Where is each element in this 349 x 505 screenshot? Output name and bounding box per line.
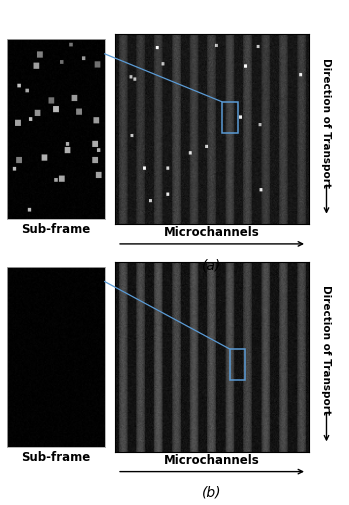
Text: (a): (a) xyxy=(202,258,222,272)
Text: Direction of Transport: Direction of Transport xyxy=(321,285,332,415)
Text: Microchannels: Microchannels xyxy=(164,226,260,239)
Bar xyxy=(222,103,238,133)
Text: Direction of Transport: Direction of Transport xyxy=(321,58,332,187)
Text: (b): (b) xyxy=(202,485,222,499)
Text: Microchannels: Microchannels xyxy=(164,453,260,466)
Bar xyxy=(230,349,245,380)
X-axis label: Sub-frame: Sub-frame xyxy=(21,222,90,235)
X-axis label: Sub-frame: Sub-frame xyxy=(21,449,90,463)
